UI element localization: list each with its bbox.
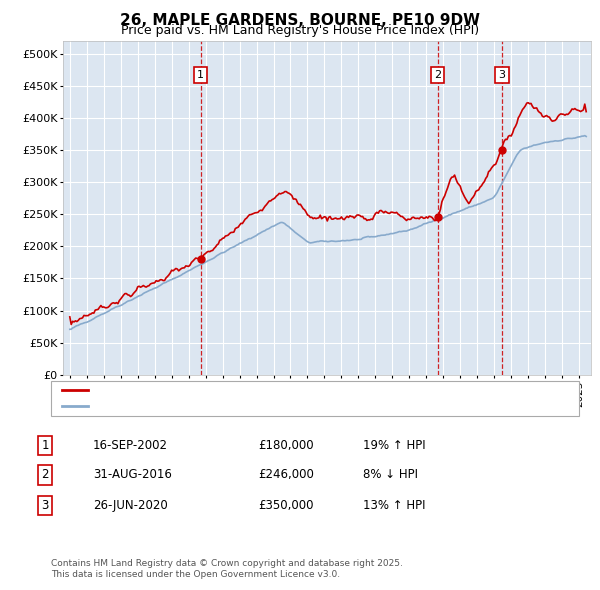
Text: Price paid vs. HM Land Registry's House Price Index (HPI): Price paid vs. HM Land Registry's House …: [121, 24, 479, 37]
Text: 31-AUG-2016: 31-AUG-2016: [93, 468, 172, 481]
Text: £350,000: £350,000: [258, 499, 314, 512]
Text: 26, MAPLE GARDENS, BOURNE, PE10 9DW (detached house): 26, MAPLE GARDENS, BOURNE, PE10 9DW (det…: [95, 385, 427, 395]
Text: 26, MAPLE GARDENS, BOURNE, PE10 9DW: 26, MAPLE GARDENS, BOURNE, PE10 9DW: [120, 13, 480, 28]
Text: 19% ↑ HPI: 19% ↑ HPI: [363, 439, 425, 452]
Text: HPI: Average price, detached house, South Kesteven: HPI: Average price, detached house, Sout…: [95, 401, 383, 411]
Text: 1: 1: [41, 439, 49, 452]
Text: 3: 3: [41, 499, 49, 512]
Text: Contains HM Land Registry data © Crown copyright and database right 2025.
This d: Contains HM Land Registry data © Crown c…: [51, 559, 403, 579]
Text: 1: 1: [197, 70, 204, 80]
Text: 2: 2: [434, 70, 441, 80]
Text: £180,000: £180,000: [258, 439, 314, 452]
Text: 8% ↓ HPI: 8% ↓ HPI: [363, 468, 418, 481]
Text: 3: 3: [499, 70, 506, 80]
Text: £246,000: £246,000: [258, 468, 314, 481]
Text: 16-SEP-2002: 16-SEP-2002: [93, 439, 168, 452]
Text: 26-JUN-2020: 26-JUN-2020: [93, 499, 168, 512]
Text: 13% ↑ HPI: 13% ↑ HPI: [363, 499, 425, 512]
Text: 2: 2: [41, 468, 49, 481]
